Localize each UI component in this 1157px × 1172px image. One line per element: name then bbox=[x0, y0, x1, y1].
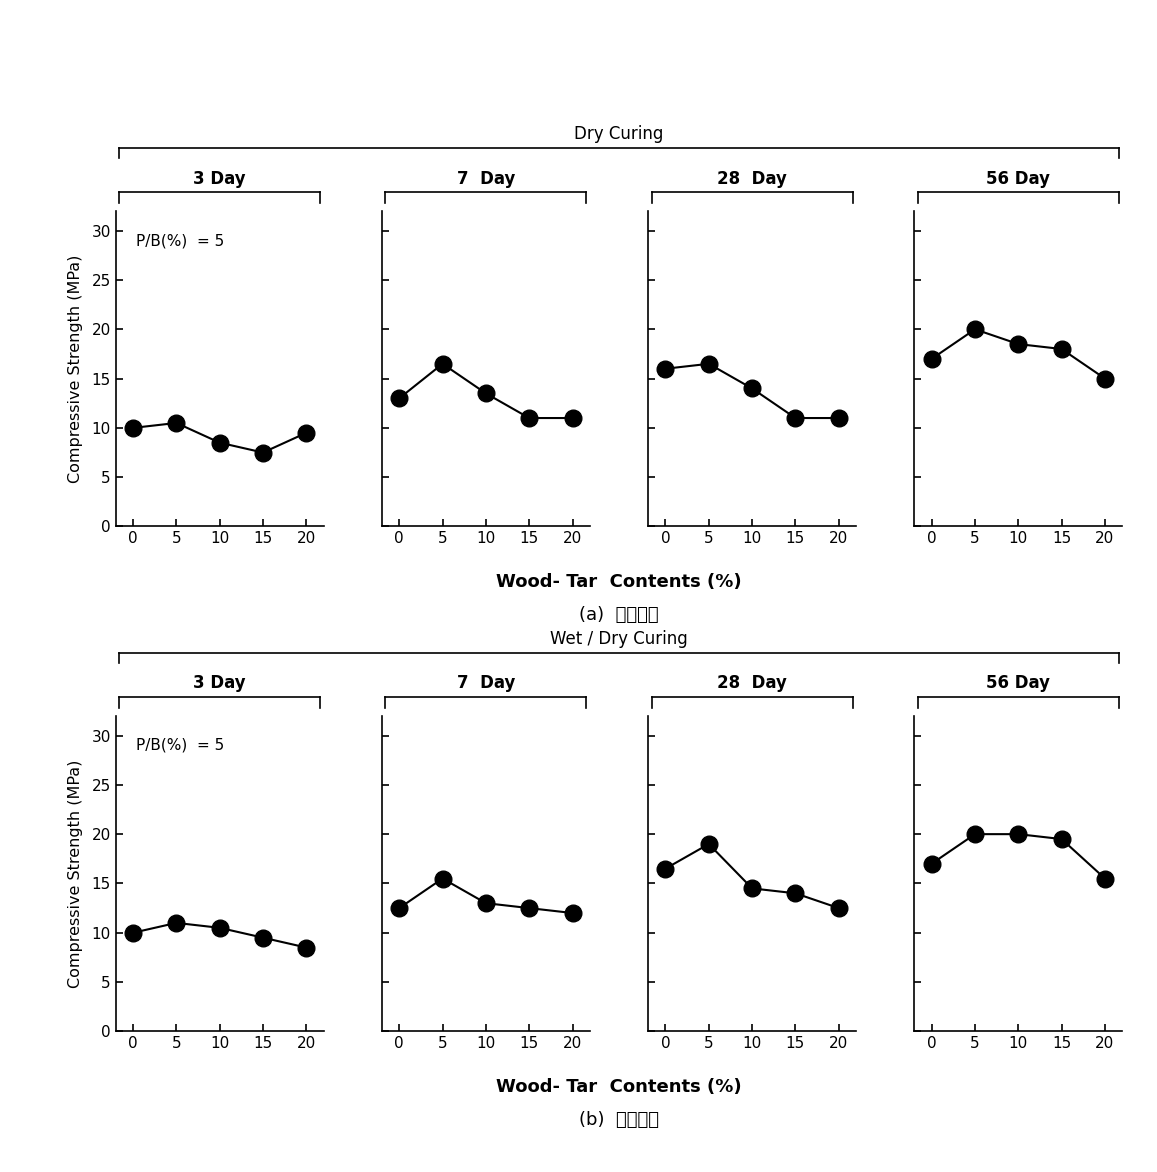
Text: 3 Day: 3 Day bbox=[193, 674, 246, 693]
Text: (a)  기중양생: (a) 기중양생 bbox=[580, 606, 658, 625]
Text: 56 Day: 56 Day bbox=[986, 170, 1051, 188]
Text: Wood- Tar  Contents (%): Wood- Tar Contents (%) bbox=[496, 573, 742, 592]
Text: P/B(%)  = 5: P/B(%) = 5 bbox=[137, 233, 224, 248]
Text: Dry Curing: Dry Curing bbox=[574, 125, 664, 143]
Y-axis label: Compressive Strength (MPa): Compressive Strength (MPa) bbox=[68, 254, 83, 483]
Text: Wet / Dry Curing: Wet / Dry Curing bbox=[550, 629, 688, 648]
Text: Wood- Tar  Contents (%): Wood- Tar Contents (%) bbox=[496, 1078, 742, 1096]
Text: P/B(%)  = 5: P/B(%) = 5 bbox=[137, 738, 224, 752]
Text: 7  Day: 7 Day bbox=[457, 170, 515, 188]
Text: 3 Day: 3 Day bbox=[193, 170, 246, 188]
Text: 56 Day: 56 Day bbox=[986, 674, 1051, 693]
Text: 7  Day: 7 Day bbox=[457, 674, 515, 693]
Text: 28  Day: 28 Day bbox=[717, 170, 787, 188]
Y-axis label: Compressive Strength (MPa): Compressive Strength (MPa) bbox=[68, 759, 83, 988]
Text: (b)  습윤양생: (b) 습윤양생 bbox=[578, 1111, 659, 1129]
Text: 28  Day: 28 Day bbox=[717, 674, 787, 693]
